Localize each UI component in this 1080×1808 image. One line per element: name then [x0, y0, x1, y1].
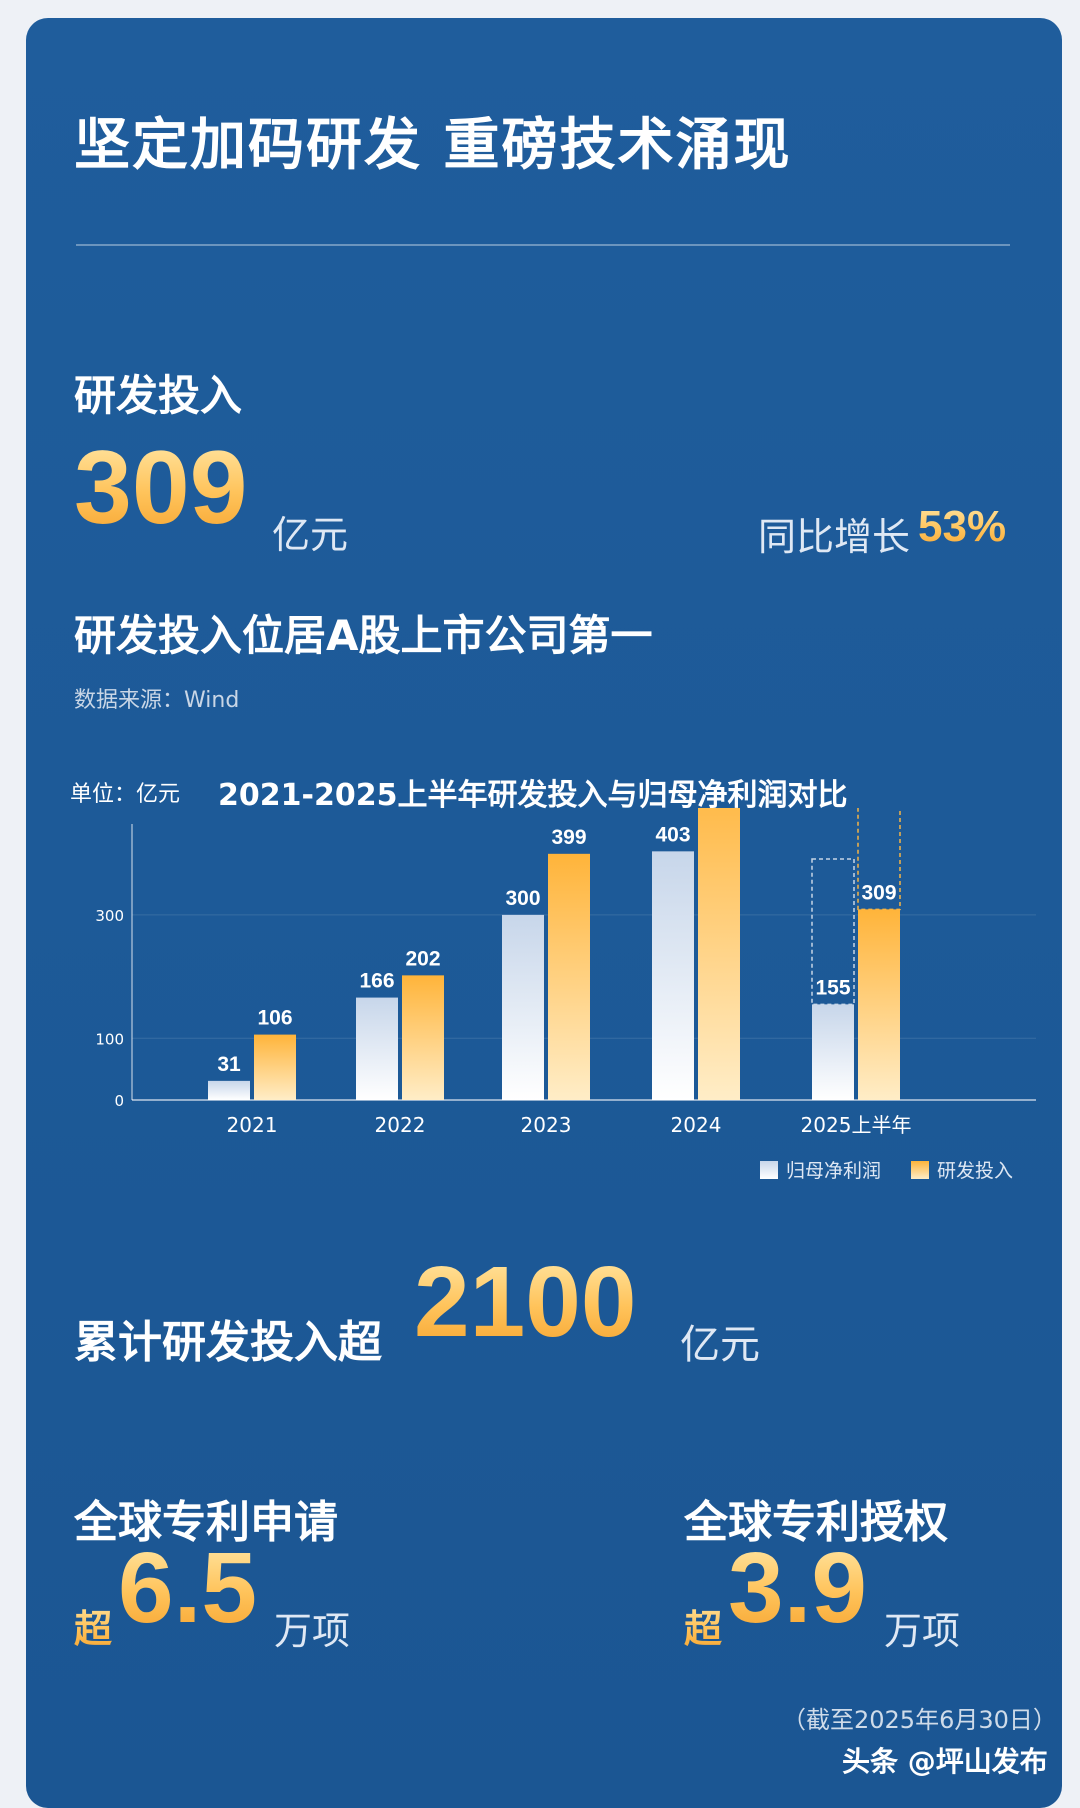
data-label-profit-4: 155 — [815, 976, 850, 999]
rd-value: 309 — [74, 430, 248, 546]
x-tick-label-4: 2025上半年 — [801, 1113, 912, 1137]
patent-application-unit: 万项 — [274, 1609, 351, 1653]
y-tick-label-0: 0 — [114, 1092, 124, 1110]
patent-application-label: 全球专利申请 — [74, 1497, 338, 1548]
bar-chart: 0100300500700311062021166202202230039920… — [95, 808, 1036, 1137]
rd-unit: 亿元 — [272, 513, 349, 557]
bar-rd-2 — [548, 853, 590, 1100]
profit-outline-box — [811, 858, 855, 1006]
x-tick-label-2: 2023 — [521, 1113, 572, 1137]
legend-item-rd: 研发投入 — [911, 1156, 1013, 1183]
bar-rd-3 — [698, 808, 740, 1100]
bar-profit-1 — [356, 997, 398, 1100]
cumulative-label: 累计研发投入超 — [74, 1317, 382, 1368]
patent-grant-unit: 万项 — [884, 1609, 961, 1653]
bar-rd-0 — [254, 1034, 296, 1100]
yoy-value: 53% — [918, 502, 1007, 551]
bar-rd-1 — [402, 975, 444, 1100]
legend-swatch-rd — [911, 1160, 930, 1179]
x-tick-label-0: 2021 — [227, 1113, 278, 1137]
data-label-profit-2: 300 — [505, 887, 540, 910]
cumulative-value: 2100 — [414, 1246, 637, 1358]
x-tick-label-1: 2022 — [375, 1113, 426, 1137]
watermark: 头条 @坪山发布 — [842, 1745, 1048, 1778]
legend-label-rd: 研发投入 — [937, 1160, 1014, 1182]
bar-profit-0 — [208, 1080, 250, 1100]
data-source: 数据来源：Wind — [74, 688, 240, 713]
patent-grant-prefix: 超 — [684, 1598, 722, 1653]
bar-rd-4 — [858, 909, 900, 1100]
x-tick-label-3: 2024 — [671, 1113, 722, 1137]
infographic-card: 坚定加码研发 重磅技术涌现 研发投入 309 亿元 同比增长 53% 研发投入位… — [26, 18, 1062, 1808]
rank-statement: 研发投入位居A股上市公司第一 — [74, 611, 653, 660]
rd-label: 研发投入 — [74, 371, 243, 420]
bar-profit-2 — [502, 914, 544, 1100]
legend-item-profit: 归母净利润 — [760, 1156, 881, 1183]
bar-profit-4 — [812, 1004, 854, 1100]
y-tick-label-1: 100 — [95, 1030, 124, 1048]
patent-grant-label: 全球专利授权 — [684, 1497, 948, 1548]
data-label-profit-1: 166 — [359, 970, 394, 993]
legend-label-profit: 归母净利润 — [786, 1160, 882, 1182]
data-label-rd-4: 309 — [861, 881, 896, 904]
yoy-label: 同比增长 — [758, 515, 911, 559]
rd-outline-box — [857, 808, 901, 911]
as-of-date: （截至2025年6月30日） — [782, 1706, 1057, 1734]
page-title: 坚定加码研发 重磅技术涌现 — [74, 113, 792, 178]
title-divider — [76, 244, 1010, 246]
data-label-profit-0: 31 — [217, 1053, 241, 1076]
cumulative-unit: 亿元 — [680, 1322, 760, 1368]
patent-application-value: 6.5 — [118, 1532, 258, 1644]
data-label-profit-3: 403 — [655, 823, 690, 846]
y-tick-label-2: 300 — [95, 907, 124, 925]
data-label-rd-2: 399 — [551, 826, 586, 849]
chart-unit: 单位：亿元 — [70, 782, 181, 807]
patent-grant-value: 3.9 — [728, 1532, 868, 1644]
chart-title: 2021-2025上半年研发投入与归母净利润对比 — [218, 778, 848, 813]
patent-application-prefix: 超 — [74, 1598, 112, 1653]
data-label-rd-1: 202 — [405, 947, 440, 970]
chart-legend: 归母净利润 研发投入 — [760, 1156, 1013, 1183]
data-label-rd-0: 106 — [257, 1007, 292, 1030]
legend-swatch-profit — [760, 1160, 778, 1179]
bar-profit-3 — [652, 851, 694, 1100]
